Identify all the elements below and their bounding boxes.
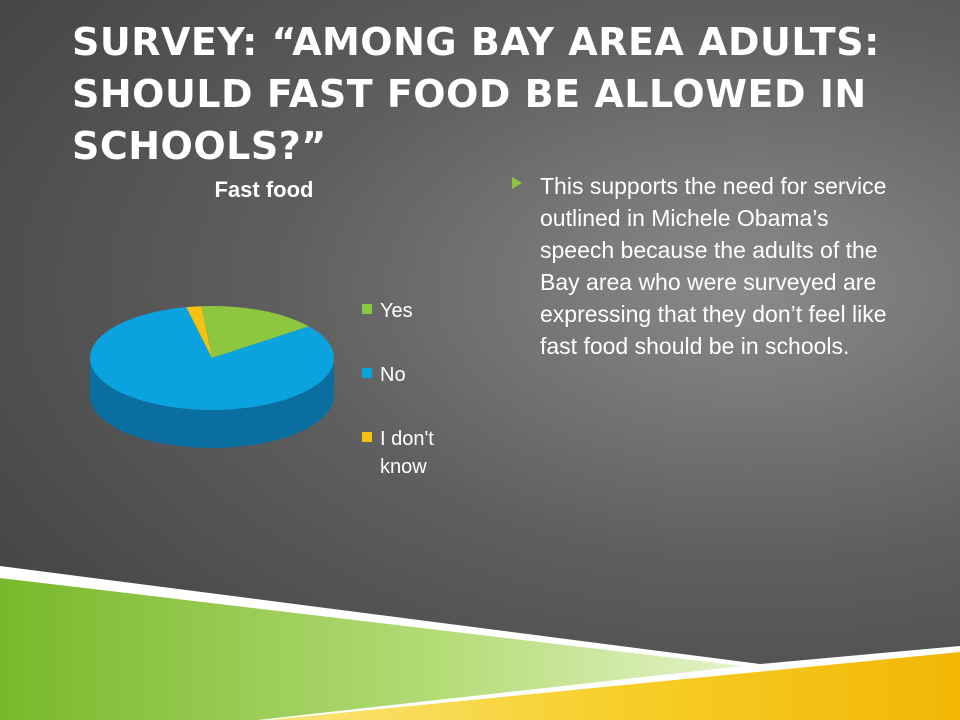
legend-swatch-no [362, 368, 372, 378]
pie-side-no [90, 358, 334, 448]
legend-label-no: No [380, 364, 406, 386]
legend-label-i-don-t-know: I don't know [380, 428, 434, 478]
bullet-point: This supports the need for service outli… [512, 170, 896, 362]
pie-slice-yes [201, 306, 309, 358]
legend-swatch-i-don-t-know [362, 432, 372, 442]
bullet-text: This supports the need for service outli… [540, 173, 887, 359]
bullet-arrow-icon [512, 177, 522, 189]
legend-swatch-yes [362, 304, 372, 314]
pie-slice-i-don-t-know [186, 306, 212, 358]
green-stripe [0, 578, 742, 720]
yellow-stripe [268, 652, 960, 720]
pie-slice-no [90, 307, 335, 410]
legend-label-yes: Yes [380, 300, 413, 322]
chart-title: Fast food [215, 177, 314, 202]
slide-title: Survey: “among bay area adults: should f… [72, 20, 880, 168]
